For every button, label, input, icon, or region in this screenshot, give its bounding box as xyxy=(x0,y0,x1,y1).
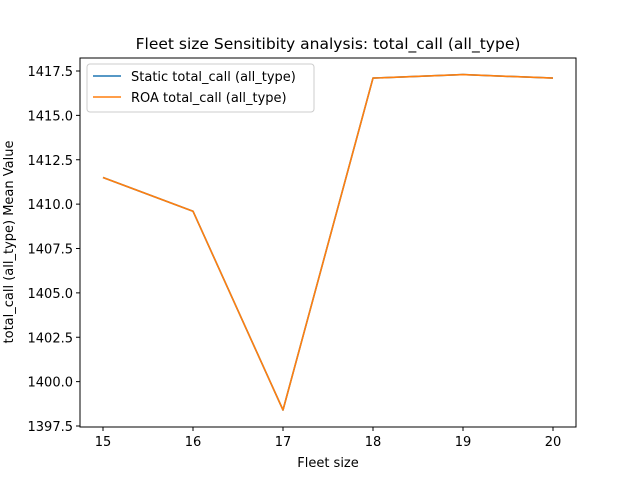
y-tick-label: 1417.5 xyxy=(28,65,74,80)
x-tick-label: 20 xyxy=(545,435,562,450)
y-tick-label: 1410.0 xyxy=(28,198,74,213)
x-tick-label: 19 xyxy=(455,435,472,450)
y-tick-label: 1405.0 xyxy=(28,287,74,302)
y-tick-label: 1400.0 xyxy=(28,376,74,391)
x-axis: 15 16 17 18 19 20 xyxy=(95,427,562,450)
legend-label: ROA total_call (all_type) xyxy=(131,91,287,106)
legend-box xyxy=(86,63,315,113)
x-tick-label: 15 xyxy=(95,435,112,450)
y-axis-label: total_call (all_type) Mean Value xyxy=(2,141,17,344)
y-tick-label: 1412.5 xyxy=(28,154,74,169)
y-tick-label: 1407.5 xyxy=(28,243,74,258)
legend: Static total_call (all_type) ROA total_ca… xyxy=(86,63,315,113)
y-tick-label: 1397.5 xyxy=(28,420,74,435)
plot-frame xyxy=(79,57,577,428)
y-axis: 1397.5 1400.0 1402.5 1405.0 1407.5 1410.0 1412… xyxy=(28,65,80,435)
x-tick-label: 18 xyxy=(365,435,382,450)
chart-title: Fleet size Sensitibity analysis: total_c… xyxy=(136,35,521,54)
y-tick-label: 1402.5 xyxy=(28,331,74,346)
x-axis-label: Fleet size xyxy=(297,456,359,471)
series-line-roa xyxy=(102,73,554,411)
y-tick-label: 1415.0 xyxy=(28,109,74,124)
legend-label: Static total_call (all_type) xyxy=(131,70,296,85)
x-tick-label: 17 xyxy=(275,435,292,450)
x-tick-label: 16 xyxy=(185,435,202,450)
plot-lines xyxy=(102,73,554,411)
